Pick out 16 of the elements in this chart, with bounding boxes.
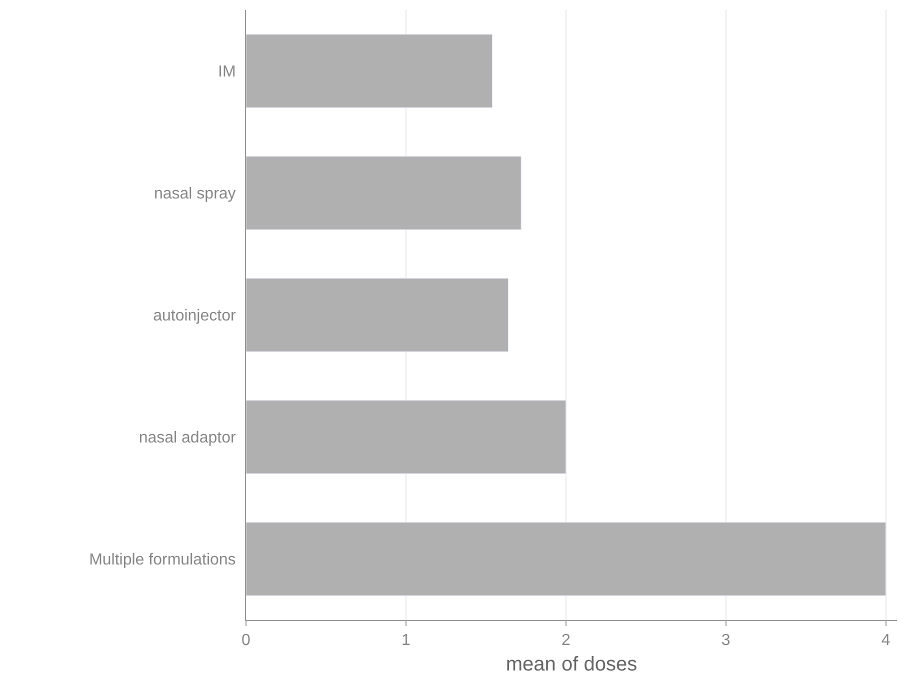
- x-tick-label: 3: [721, 632, 730, 650]
- bar: [246, 522, 886, 596]
- y-tick-label: IM: [218, 64, 236, 81]
- y-tick-label: autoinjector: [153, 308, 236, 325]
- y-tick-label: Multiple formulations: [89, 552, 236, 569]
- bar: [246, 278, 509, 352]
- bar: [246, 156, 522, 230]
- x-tick-label: 4: [881, 632, 890, 650]
- y-tick-label: nasal adaptor: [138, 430, 236, 447]
- y-tick-label: nasal spray: [154, 186, 236, 203]
- bar: [246, 34, 493, 108]
- bar: [246, 400, 566, 474]
- x-axis-title: mean of doses: [506, 654, 638, 676]
- x-tick-label: 2: [561, 632, 570, 650]
- x-tick-label: 1: [401, 632, 410, 650]
- x-tick-label: 0: [242, 632, 251, 650]
